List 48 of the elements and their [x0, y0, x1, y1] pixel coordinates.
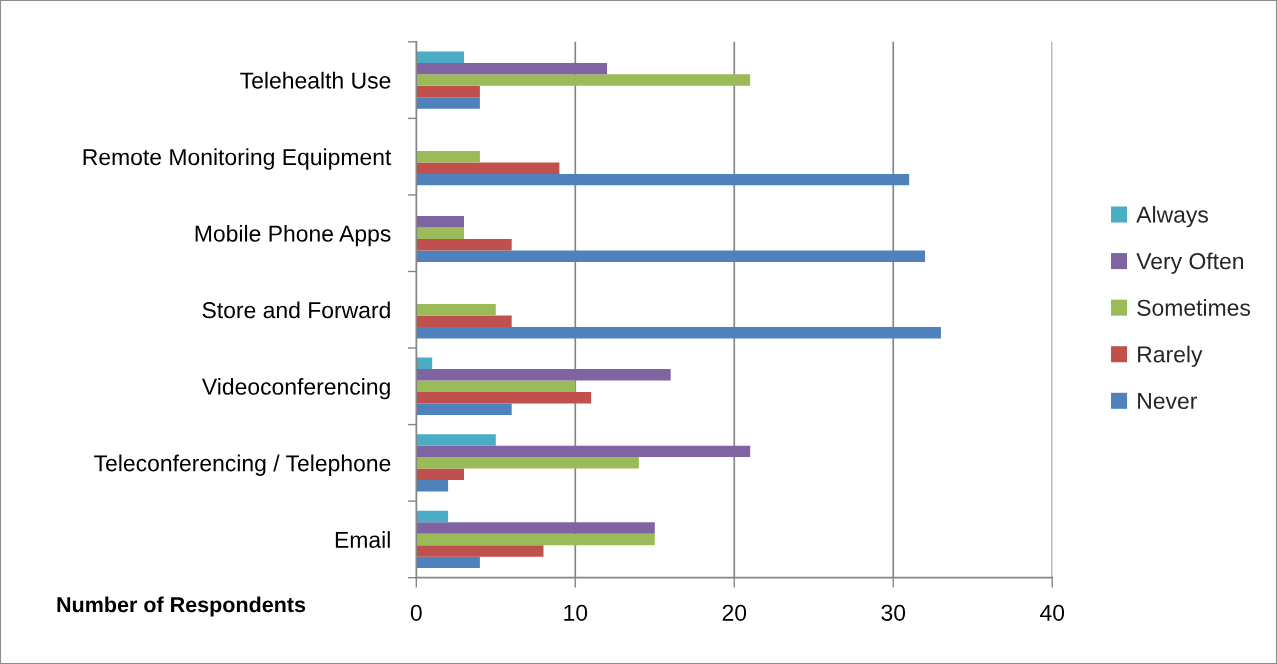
bar: [416, 369, 671, 381]
y-tick-label: Store and Forward: [202, 301, 390, 319]
x-tick-label: 20: [722, 604, 747, 621]
bar: [416, 434, 496, 446]
y-tick-label: Telehealth Use: [240, 71, 391, 89]
bar: [416, 227, 464, 239]
bar: [416, 250, 926, 262]
legend-label: Never: [1138, 393, 1197, 410]
bar: [416, 468, 464, 481]
legend-label: Always: [1136, 205, 1208, 228]
bar: [416, 480, 449, 492]
bar: [416, 403, 512, 416]
bar: [416, 315, 512, 327]
bar: [416, 556, 480, 569]
x-tick-label: 0: [410, 604, 422, 621]
bar: [416, 74, 751, 86]
y-tick-label: Videoconferencing: [201, 378, 390, 400]
bar: [416, 533, 655, 546]
bar: [416, 51, 464, 63]
bar: [416, 457, 639, 469]
bar: [416, 392, 592, 404]
bar: [416, 326, 941, 339]
y-tick-label: Mobile Phone Apps: [195, 224, 391, 247]
x-tick-label: 30: [881, 604, 906, 621]
x-axis-title: Number of Respondents: [57, 596, 306, 617]
bar: [416, 173, 910, 186]
bar: [416, 522, 655, 534]
y-tick-label: Remote Monitoring Equipment: [83, 148, 392, 170]
bar: [416, 445, 751, 458]
bar: [416, 238, 512, 251]
bar: [416, 380, 576, 393]
legend-label: Very Often: [1136, 252, 1244, 274]
y-tick-label: Email: [335, 531, 390, 548]
bar: [416, 545, 544, 557]
legend-label: Rarely: [1138, 345, 1203, 368]
bar: [416, 150, 480, 163]
bar: [416, 85, 480, 98]
bar: [416, 357, 433, 370]
legend-label: Sometimes: [1137, 299, 1251, 316]
bar: [416, 162, 560, 174]
x-tick-label: 40: [1040, 604, 1065, 621]
bar: [416, 215, 464, 228]
bar: [416, 304, 496, 316]
bar: [416, 510, 449, 523]
bar: [416, 97, 480, 109]
x-tick-label: 10: [564, 604, 588, 621]
y-tick-label: Teleconferencing / Telephone: [94, 454, 391, 476]
bar: [416, 62, 608, 75]
